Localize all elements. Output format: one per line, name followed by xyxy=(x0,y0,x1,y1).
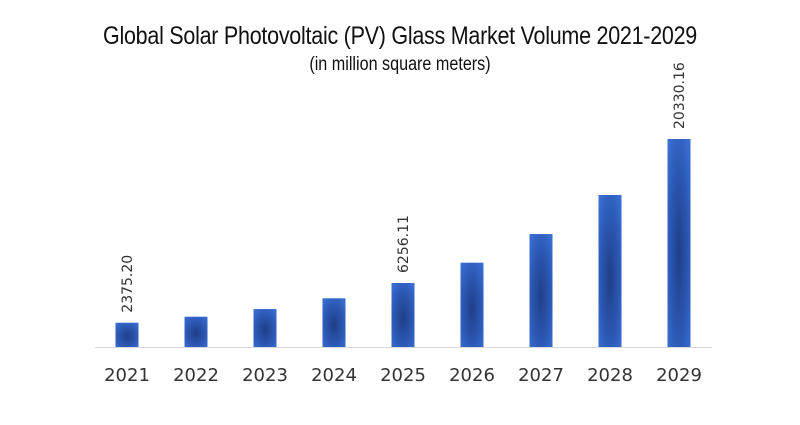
x-tick-label: 2028 xyxy=(587,365,633,386)
bar-2025 xyxy=(391,282,415,347)
bar-2022 xyxy=(184,316,208,347)
bar-2029 xyxy=(667,139,691,347)
x-tick-label: 2024 xyxy=(311,365,357,386)
data-label: 6256.11 xyxy=(396,215,412,273)
x-tick-label: 2021 xyxy=(104,365,150,386)
x-tick-label: 2029 xyxy=(656,365,702,386)
x-tick-label: 2026 xyxy=(449,365,495,386)
bar-2023 xyxy=(253,309,277,347)
x-tick-label: 2023 xyxy=(242,365,288,386)
x-tick-label: 2027 xyxy=(518,365,564,386)
data-label: 20330.16 xyxy=(672,62,688,129)
data-label: 2375.20 xyxy=(120,255,136,313)
bar-2021 xyxy=(115,322,139,347)
bar-2028 xyxy=(598,194,622,347)
x-tick-label: 2025 xyxy=(380,365,426,386)
x-tick-label: 2022 xyxy=(173,365,219,386)
bar-2024 xyxy=(322,298,346,347)
chart-subtitle: (in million square meters) xyxy=(309,54,491,75)
bar-2026 xyxy=(460,262,484,347)
bar-2027 xyxy=(529,234,553,347)
chart-title: Global Solar Photovoltaic (PV) Glass Mar… xyxy=(102,22,697,50)
